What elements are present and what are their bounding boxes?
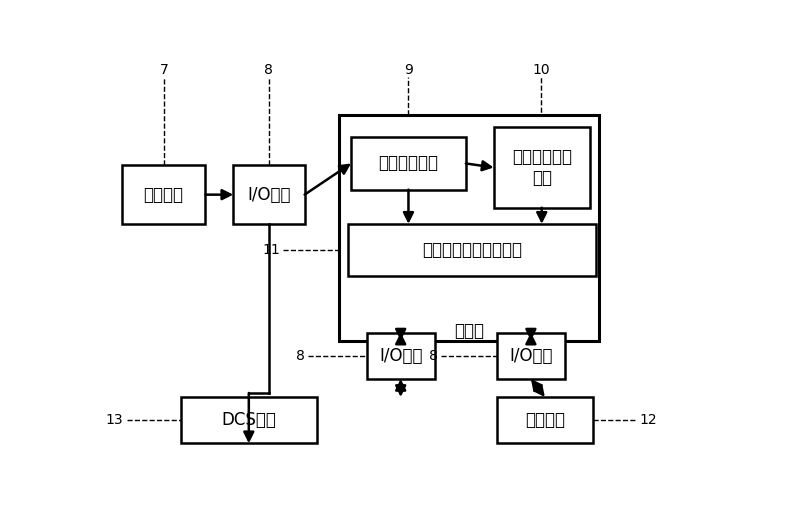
Bar [366,333,435,379]
Text: 上位机: 上位机 [454,322,484,339]
Bar [351,137,466,190]
Bar [497,333,565,379]
Bar [234,165,305,224]
Text: DCS系统: DCS系统 [222,411,276,429]
Text: 8: 8 [429,349,438,363]
Text: 7: 7 [159,63,168,77]
Text: 组分推断模块: 组分推断模块 [378,154,438,173]
Bar [497,397,593,444]
Text: 检测模块: 检测模块 [143,186,183,203]
Text: 11: 11 [262,243,280,257]
Bar [338,115,599,340]
Text: 人机界面: 人机界面 [525,411,565,429]
Text: I/O模块: I/O模块 [509,347,553,365]
Text: 参考轨迹计算
模块: 参考轨迹计算 模块 [512,148,572,187]
Text: 13: 13 [106,413,123,427]
Text: 9: 9 [404,63,413,77]
Text: 非线性控制律求解模块: 非线性控制律求解模块 [422,241,522,259]
Bar [122,165,206,224]
Bar [348,224,596,276]
Text: 8: 8 [264,63,273,77]
Text: 10: 10 [533,63,550,77]
Bar [181,397,317,444]
Text: I/O模块: I/O模块 [379,347,422,365]
Bar [494,127,590,208]
Text: 8: 8 [296,349,305,363]
Text: I/O模块: I/O模块 [247,186,290,203]
Text: 12: 12 [639,413,657,427]
